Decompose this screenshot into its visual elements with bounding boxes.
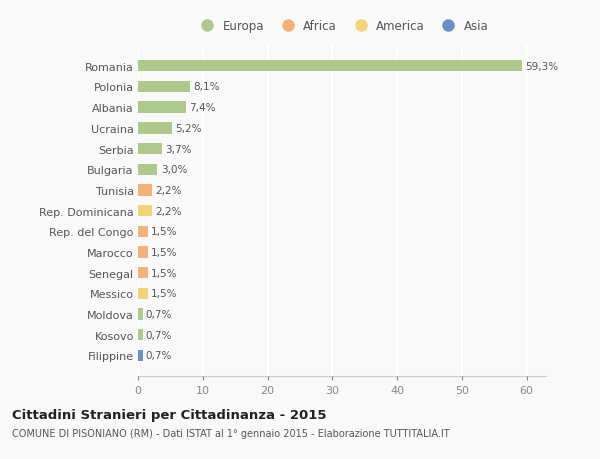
Text: COMUNE DI PISONIANO (RM) - Dati ISTAT al 1° gennaio 2015 - Elaborazione TUTTITAL: COMUNE DI PISONIANO (RM) - Dati ISTAT al… xyxy=(12,428,449,438)
Bar xyxy=(138,247,148,258)
Bar xyxy=(138,268,148,279)
Bar xyxy=(138,206,152,217)
Text: 1,5%: 1,5% xyxy=(151,227,178,237)
Legend: Europa, Africa, America, Asia: Europa, Africa, America, Asia xyxy=(191,16,493,38)
Text: 1,5%: 1,5% xyxy=(151,247,178,257)
Text: 7,4%: 7,4% xyxy=(189,103,215,113)
Bar xyxy=(138,288,148,299)
Bar xyxy=(138,144,162,155)
Bar xyxy=(138,123,172,134)
Bar xyxy=(138,82,190,93)
Bar xyxy=(138,309,143,320)
Bar xyxy=(138,61,522,72)
Bar xyxy=(138,350,143,361)
Text: 5,2%: 5,2% xyxy=(175,123,202,134)
Text: 8,1%: 8,1% xyxy=(194,82,220,92)
Text: 3,7%: 3,7% xyxy=(165,144,192,154)
Text: 2,2%: 2,2% xyxy=(155,185,182,196)
Bar xyxy=(138,102,186,113)
Bar xyxy=(138,330,143,341)
Bar xyxy=(138,164,157,175)
Text: 0,7%: 0,7% xyxy=(146,330,172,340)
Text: 1,5%: 1,5% xyxy=(151,268,178,278)
Text: 2,2%: 2,2% xyxy=(155,206,182,216)
Text: 0,7%: 0,7% xyxy=(146,309,172,319)
Text: 1,5%: 1,5% xyxy=(151,289,178,299)
Bar xyxy=(138,226,148,237)
Text: 0,7%: 0,7% xyxy=(146,351,172,361)
Text: 3,0%: 3,0% xyxy=(161,165,187,175)
Bar xyxy=(138,185,152,196)
Text: Cittadini Stranieri per Cittadinanza - 2015: Cittadini Stranieri per Cittadinanza - 2… xyxy=(12,408,326,421)
Text: 59,3%: 59,3% xyxy=(525,62,559,72)
